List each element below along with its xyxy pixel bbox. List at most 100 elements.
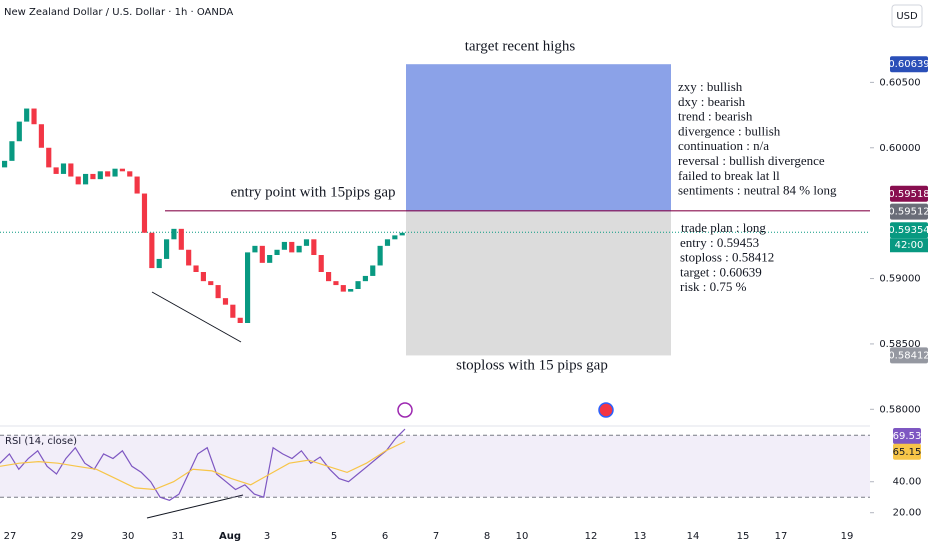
stop-label-box: [890, 347, 928, 364]
candle: [31, 108, 37, 125]
target-label-box: [890, 56, 928, 73]
candle: [348, 289, 354, 292]
currency-button[interactable]: [891, 4, 923, 28]
rsi-divergence-line: [146, 494, 244, 519]
symbol-title: New Zealand Dollar / U.S. Dollar · 1h · …: [4, 7, 233, 18]
candle: [2, 160, 8, 168]
trade-plan-line: risk : 0.75 %: [680, 279, 747, 294]
trade-plan-line: trade plan : long: [681, 220, 766, 235]
currency[interactable]: USD: [896, 11, 918, 22]
countdown: 42:00: [895, 240, 924, 251]
x-tick-label: 5: [331, 531, 337, 542]
candle: [164, 239, 170, 259]
rsi-tick-label: 20.00: [893, 508, 922, 519]
candle: [362, 275, 368, 282]
flag-icon[interactable]: [598, 402, 614, 418]
candle: [193, 265, 199, 272]
candle: [222, 298, 229, 305]
rsi-value-label-box: [893, 428, 921, 445]
trade-plan-line: entry : 0.59453: [680, 235, 759, 250]
y-tick-label: 0.58500: [879, 339, 920, 350]
rsi-value-label: 69.53: [893, 431, 922, 442]
candle: [60, 163, 67, 174]
candle: [377, 245, 383, 266]
candle: [83, 173, 89, 185]
x-tick-label: 12: [585, 531, 598, 542]
candle: [237, 317, 243, 323]
candle: [340, 285, 346, 292]
event-icon[interactable]: [397, 402, 413, 418]
countdown-box: [890, 238, 928, 253]
candle: [16, 121, 22, 142]
candle: [141, 193, 148, 233]
candle: [171, 228, 177, 240]
candle: [24, 108, 30, 122]
candle: [127, 171, 133, 177]
candle: [318, 255, 324, 272]
candle: [215, 285, 221, 299]
candle: [274, 249, 280, 255]
x-tick-label: Aug: [219, 531, 241, 542]
candle: [208, 281, 214, 286]
candle: [68, 163, 74, 177]
candle: [38, 124, 44, 148]
rsi-title: RSI (14, close): [5, 436, 77, 447]
x-tick-label: 10: [516, 531, 529, 542]
candle: [230, 304, 236, 318]
note-line: zxy : bullish: [678, 79, 743, 94]
y-tick-label: 0.59000: [879, 274, 920, 285]
target-label: 0.60639: [888, 59, 929, 70]
note-line: sentiments : neutral 84 % long: [678, 183, 837, 198]
y-tick-label: 0.60500: [879, 77, 920, 88]
trade-plan-line: target : 0.60639: [680, 264, 762, 279]
rsi-line: [0, 428, 406, 501]
line-label: 0.59518: [888, 189, 929, 200]
note-line: failed to break lat ll: [678, 168, 780, 183]
candle: [259, 245, 265, 263]
candle: [245, 252, 251, 323]
stop-zone: [406, 211, 671, 356]
candle: [149, 232, 155, 269]
candle: [311, 239, 317, 255]
x-tick-label: 13: [634, 531, 647, 542]
candle: [384, 239, 391, 246]
y-tick-label: 0.58000: [879, 404, 920, 415]
rsi-ma-line: [0, 440, 406, 491]
stop-label: 0.58412: [888, 350, 929, 361]
candle: [9, 141, 15, 161]
rsi-tick-label: 40.00: [893, 477, 922, 488]
candle: [97, 171, 103, 180]
candle: [303, 239, 310, 246]
x-tick-label: 6: [382, 531, 388, 542]
x-tick-label: 8: [484, 531, 490, 542]
note-line: dxy : bearish: [678, 94, 746, 109]
candle: [399, 232, 405, 236]
x-tick-label: 29: [71, 531, 84, 542]
candle: [289, 241, 295, 253]
note-line: divergence : bullish: [678, 123, 781, 138]
candle: [186, 249, 192, 266]
rsi-ma-label-box: [893, 443, 921, 460]
candle: [392, 235, 398, 240]
candle: [112, 168, 118, 177]
annotation: entry point with 15pips gap: [231, 184, 396, 200]
candle: [178, 228, 184, 250]
line-label-box: [890, 185, 928, 202]
rsi-ma-label: 65.15: [893, 447, 922, 458]
target-zone: [406, 64, 671, 212]
candle: [370, 265, 376, 276]
candle: [75, 176, 81, 185]
candle: [53, 167, 59, 174]
current-label: 0.59354: [888, 225, 929, 236]
x-tick-label: 15: [737, 531, 750, 542]
x-tick-label: 30: [122, 531, 135, 542]
candle: [326, 272, 332, 282]
candle: [267, 255, 273, 263]
annotation: stoploss with 15 pips gap: [456, 357, 608, 373]
candle: [281, 241, 287, 250]
candle: [105, 171, 111, 177]
x-tick-label: 17: [775, 531, 788, 542]
note-line: continuation : n/a: [678, 138, 769, 153]
x-tick-label: 7: [433, 531, 439, 542]
